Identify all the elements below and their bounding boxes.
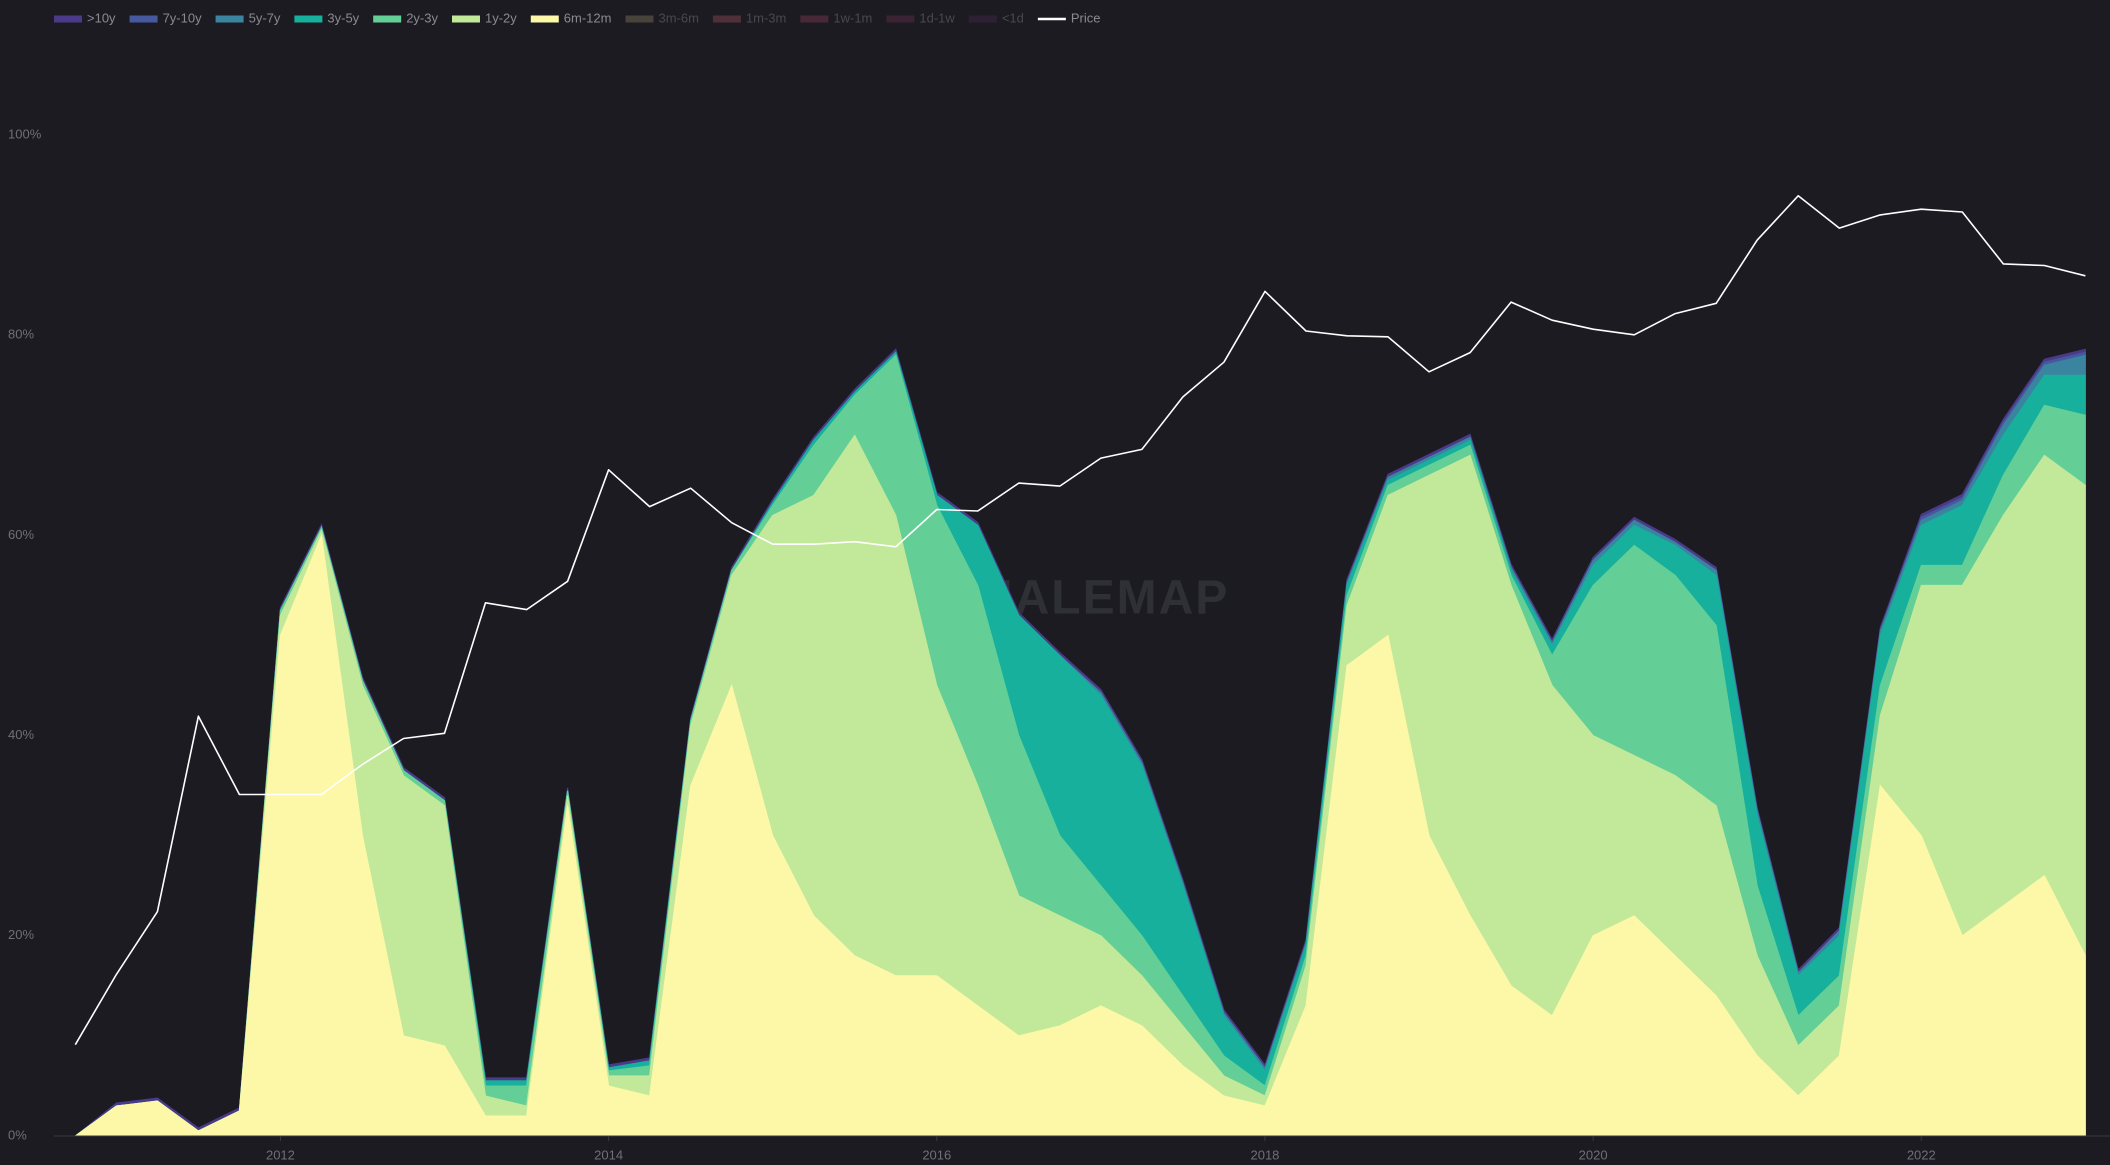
legend-item[interactable]: 1w-1m xyxy=(800,10,872,25)
x-tick-label: 2016 xyxy=(922,1147,951,1162)
x-tick-label: 2014 xyxy=(594,1147,623,1162)
legend-label[interactable]: 1y-2y xyxy=(485,10,517,25)
legend-item[interactable]: >10y xyxy=(54,10,116,25)
y-tick-label: 80% xyxy=(8,327,34,342)
legend-label[interactable]: 3m-6m xyxy=(658,10,698,25)
legend-item[interactable]: 1y-2y xyxy=(451,10,517,25)
legend-item[interactable]: <1d xyxy=(968,10,1024,25)
x-tick-label: 2020 xyxy=(1579,1147,1608,1162)
y-tick-label: 100% xyxy=(8,126,42,141)
legend-label[interactable]: >10y xyxy=(87,10,116,25)
legend-label[interactable]: 1w-1m xyxy=(833,10,872,25)
legend-item[interactable]: Price xyxy=(1037,10,1101,25)
y-tick-label: 0% xyxy=(8,1127,27,1142)
legend-item[interactable]: 3y-5y xyxy=(294,10,360,25)
legend-label[interactable]: 1m-3m xyxy=(746,10,786,25)
x-tick-label: 2018 xyxy=(1250,1147,1279,1162)
legend-item[interactable]: 6m-12m xyxy=(530,10,612,25)
y-tick-label: 40% xyxy=(8,727,34,742)
legend-label[interactable]: 3y-5y xyxy=(327,10,359,25)
legend-label[interactable]: 2y-3y xyxy=(406,10,438,25)
y-tick-label: 60% xyxy=(8,527,34,542)
legend-item[interactable]: 7y-10y xyxy=(129,10,203,25)
legend-label[interactable]: 5y-7y xyxy=(249,10,281,25)
legend-label[interactable]: <1d xyxy=(1002,10,1024,25)
areas xyxy=(73,348,2086,1137)
legend-label[interactable]: 1d-1w xyxy=(919,10,955,25)
y-tick-label: 20% xyxy=(8,927,34,942)
legend-item[interactable]: 2y-3y xyxy=(373,10,438,25)
x-tick-label: 2022 xyxy=(1907,1147,1936,1162)
legend-label[interactable]: Price xyxy=(1071,10,1101,25)
legend-item[interactable]: 1m-3m xyxy=(712,10,786,25)
price-line xyxy=(74,195,2086,1046)
legend-label[interactable]: 7y-10y xyxy=(163,10,203,25)
x-tick-label: 2012 xyxy=(266,1147,295,1162)
legend-label[interactable]: 6m-12m xyxy=(564,10,612,25)
legend-item[interactable]: 3m-6m xyxy=(625,10,699,25)
legend-item[interactable]: 5y-7y xyxy=(215,10,281,25)
legend-item[interactable]: 1d-1w xyxy=(886,10,955,25)
